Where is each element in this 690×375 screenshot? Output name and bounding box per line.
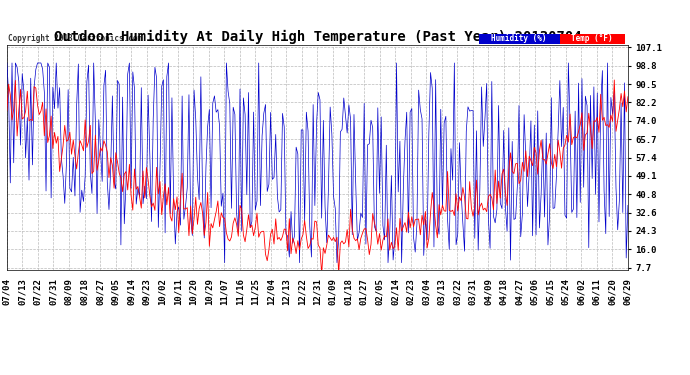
Text: Humidity (%): Humidity (%) (491, 34, 547, 44)
Title: Outdoor Humidity At Daily High Temperature (Past Year) 20130704: Outdoor Humidity At Daily High Temperatu… (54, 30, 581, 44)
FancyBboxPatch shape (479, 34, 560, 44)
Text: Temp (°F): Temp (°F) (571, 34, 613, 44)
Text: Copyright 2013 Cartronics.com: Copyright 2013 Cartronics.com (8, 34, 141, 43)
FancyBboxPatch shape (560, 34, 625, 44)
